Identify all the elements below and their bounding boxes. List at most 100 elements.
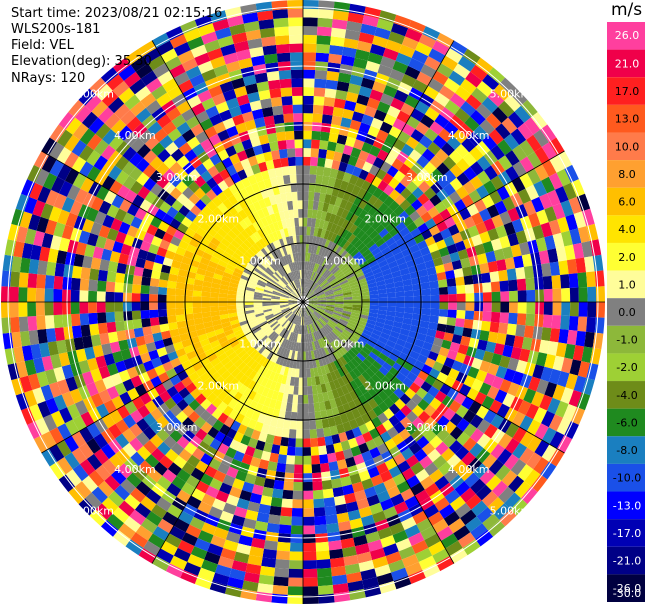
velocity-gate bbox=[296, 316, 300, 325]
velocity-gate bbox=[316, 559, 331, 569]
velocity-gate bbox=[308, 302, 318, 304]
velocity-gate bbox=[429, 194, 442, 207]
velocity-gate bbox=[173, 253, 184, 263]
velocity-gate bbox=[395, 52, 412, 66]
velocity-gate bbox=[277, 326, 285, 336]
velocity-gate bbox=[192, 361, 204, 372]
velocity-gate bbox=[252, 221, 261, 232]
velocity-gate bbox=[424, 128, 439, 142]
velocity-gate bbox=[502, 392, 516, 408]
velocity-gate bbox=[449, 341, 461, 353]
velocity-gate bbox=[114, 208, 128, 222]
velocity-gate bbox=[388, 403, 401, 415]
velocity-gate bbox=[326, 302, 336, 304]
range-ring-label: 2.00km bbox=[364, 213, 406, 226]
velocity-gate bbox=[401, 447, 414, 461]
velocity-gate bbox=[372, 209, 383, 220]
velocity-gate bbox=[427, 511, 444, 526]
velocity-gate bbox=[139, 392, 152, 405]
velocity-gate bbox=[97, 322, 108, 335]
velocity-gate bbox=[486, 385, 500, 400]
velocity-gate bbox=[231, 560, 248, 572]
velocity-gate bbox=[232, 478, 245, 490]
velocity-gate bbox=[265, 124, 277, 135]
velocity-gate bbox=[327, 531, 341, 542]
velocity-gate bbox=[499, 355, 511, 369]
velocity-gate bbox=[430, 409, 443, 423]
velocity-gate bbox=[151, 142, 166, 157]
velocity-gate bbox=[344, 100, 357, 112]
velocity-gate bbox=[317, 299, 327, 302]
velocity-gate bbox=[249, 275, 259, 282]
velocity-gate bbox=[259, 260, 268, 269]
velocity-gate bbox=[201, 31, 218, 45]
velocity-gate bbox=[289, 420, 297, 430]
velocity-gate bbox=[169, 555, 188, 570]
velocity-gate bbox=[130, 180, 144, 195]
velocity-gate bbox=[118, 221, 131, 235]
velocity-gate bbox=[178, 354, 190, 365]
velocity-gate bbox=[169, 525, 186, 541]
velocity-gate bbox=[358, 169, 369, 181]
velocity-gate bbox=[232, 325, 242, 333]
velocity-gate bbox=[273, 17, 289, 28]
velocity-gate bbox=[112, 507, 130, 524]
velocity-gate bbox=[269, 320, 279, 328]
velocity-gate bbox=[116, 330, 127, 342]
velocity-gate bbox=[18, 302, 28, 317]
velocity-gate bbox=[538, 339, 550, 354]
velocity-gate bbox=[441, 254, 452, 265]
velocity-gate bbox=[86, 453, 103, 471]
velocity-gate bbox=[325, 260, 333, 269]
velocity-gate bbox=[276, 373, 284, 384]
velocity-gate bbox=[510, 498, 528, 516]
velocity-gate bbox=[148, 533, 166, 549]
velocity-gate bbox=[323, 355, 331, 365]
velocity-gate bbox=[358, 506, 373, 519]
velocity-gate bbox=[420, 314, 431, 323]
velocity-gate bbox=[308, 191, 315, 201]
velocity-gate bbox=[415, 205, 428, 217]
velocity-gate bbox=[280, 436, 289, 447]
velocity-gate bbox=[490, 281, 501, 293]
velocity-gate bbox=[436, 323, 447, 333]
velocity-gate bbox=[336, 358, 345, 368]
velocity-gate bbox=[104, 474, 121, 491]
velocity-gate bbox=[201, 306, 211, 313]
velocity-gate bbox=[346, 20, 363, 33]
velocity-gate bbox=[368, 286, 378, 292]
velocity-gate bbox=[328, 332, 337, 341]
velocity-gate bbox=[246, 284, 256, 290]
velocity-gate bbox=[140, 310, 150, 320]
velocity-gate bbox=[380, 498, 394, 511]
velocity-gate bbox=[220, 43, 237, 57]
velocity-gate bbox=[369, 294, 379, 299]
velocity-gate bbox=[548, 414, 563, 432]
velocity-gate bbox=[243, 355, 253, 365]
velocity-gate bbox=[334, 297, 344, 301]
velocity-gate bbox=[98, 200, 112, 215]
velocity-gate bbox=[229, 568, 246, 581]
velocity-gate bbox=[233, 161, 244, 173]
velocity-gate bbox=[139, 199, 152, 212]
velocity-gate bbox=[274, 471, 286, 482]
velocity-gate bbox=[58, 111, 76, 130]
velocity-gate bbox=[297, 191, 303, 201]
velocity-gate bbox=[404, 302, 414, 308]
velocity-gate bbox=[195, 226, 207, 238]
velocity-gate bbox=[308, 299, 318, 302]
velocity-gate bbox=[464, 310, 475, 320]
velocity-gate bbox=[247, 317, 257, 323]
velocity-gate bbox=[93, 448, 109, 465]
velocity-gate bbox=[359, 284, 369, 290]
velocity-gate bbox=[525, 403, 540, 420]
velocity-gate bbox=[189, 156, 203, 169]
velocity-gate bbox=[274, 193, 282, 204]
velocity-gate bbox=[186, 454, 201, 468]
velocity-gate bbox=[345, 272, 355, 280]
velocity-gate bbox=[377, 412, 389, 424]
velocity-gate bbox=[479, 360, 491, 373]
velocity-gate bbox=[386, 426, 399, 439]
velocity-gate bbox=[200, 138, 213, 151]
velocity-gate bbox=[145, 251, 157, 263]
